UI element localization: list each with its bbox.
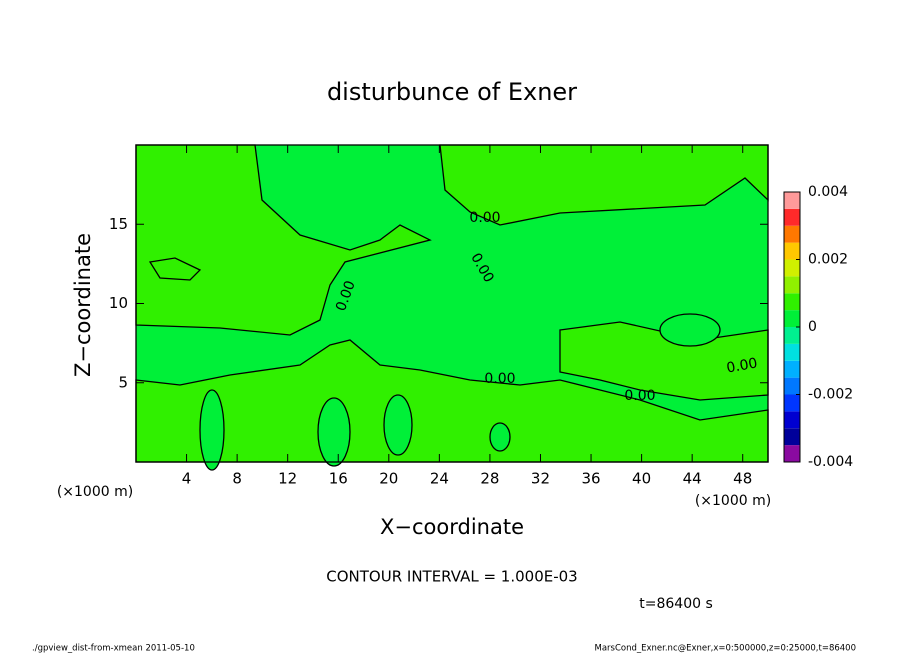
negative-region [659, 313, 721, 347]
colorbar-band [784, 360, 800, 378]
colorbar-tick-label: -0.004 [808, 454, 853, 470]
x-tick-label: 48 [733, 470, 752, 488]
negative-region [383, 394, 413, 456]
y-axis-label: Z−coordinate [71, 233, 95, 377]
colorbar-band [784, 411, 800, 429]
x-tick-label: 28 [480, 470, 499, 488]
x-unit-label: (×1000 m) [695, 493, 771, 509]
colorbar-band [784, 310, 800, 327]
colorbar-band [784, 259, 800, 277]
x-tick-label: 36 [581, 470, 600, 488]
colorbar-band [784, 208, 800, 226]
positive-region [135, 144, 432, 336]
negative-pockets [199, 313, 721, 471]
x-tick-label: 16 [329, 470, 348, 488]
x-tick-label: 40 [632, 470, 651, 488]
x-tick-label: 44 [683, 470, 702, 488]
footer-left: ./gpview_dist-from-xmean 2011-05-10 [32, 644, 195, 654]
chart-title: disturbunce of Exner [327, 78, 577, 106]
y-tick-label: 10 [109, 294, 128, 312]
contour-label: 0.00 [624, 388, 655, 404]
contour-label: 0.00 [725, 355, 758, 376]
colorbar-band [784, 343, 800, 361]
colorbar-band [784, 192, 800, 209]
colorbar-tick-label: -0.002 [808, 387, 853, 403]
x-tick-label: 4 [182, 470, 192, 488]
y-tick-label: 5 [118, 373, 128, 391]
colorbar-tick-label: 0.004 [808, 184, 848, 200]
colorbar-band [784, 428, 800, 446]
colorbar-tick-label: 0.002 [808, 252, 848, 268]
colorbar-band [784, 327, 800, 344]
colorbar-band [784, 225, 800, 243]
x-axis-label: X−coordinate [380, 515, 524, 539]
time-label: t=86400 s [639, 596, 713, 612]
x-tick-label: 32 [531, 470, 550, 488]
footer-right: MarsCond_Exner.nc@Exner,x=0:500000,z=0:2… [594, 644, 856, 654]
colorbar-band [784, 394, 800, 412]
colorbar-band [784, 293, 800, 311]
contour-label: 0.00 [484, 371, 515, 387]
x-tick-label: 8 [232, 470, 242, 488]
negative-region [317, 397, 351, 467]
colorbar-band [784, 242, 800, 260]
colorbar-band [784, 276, 800, 294]
negative-region [489, 422, 511, 452]
colorbar-tick-label: 0 [808, 319, 817, 335]
x-tick-label: 24 [430, 470, 449, 488]
x-tick-label: 20 [379, 470, 398, 488]
y-tick-label: 15 [109, 215, 128, 233]
contour-note: CONTOUR INTERVAL = 1.000E-03 [326, 568, 577, 586]
contour-label: 0.00 [469, 210, 500, 226]
positive-region [148, 257, 202, 281]
contour-regions [135, 144, 769, 463]
colorbar-band [784, 445, 800, 462]
y-unit-label: (×1000 m) [57, 484, 133, 500]
negative-region [199, 389, 225, 471]
colorbar-band [784, 377, 800, 395]
x-tick-label: 12 [278, 470, 297, 488]
